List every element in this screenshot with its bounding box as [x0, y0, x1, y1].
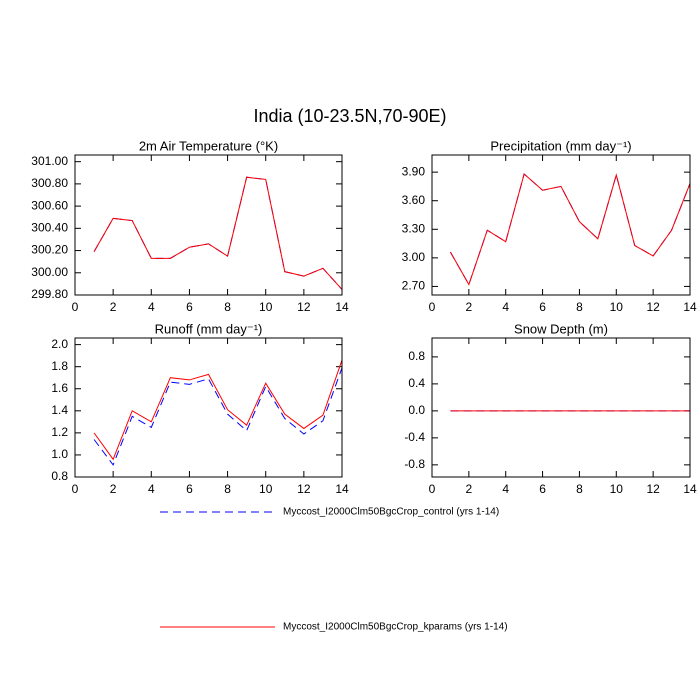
panel-title: 2m Air Temperature (°K) [139, 138, 278, 153]
x-tick-label: 0 [429, 482, 436, 496]
x-tick-label: 12 [646, 482, 660, 496]
x-tick-label: 6 [186, 482, 193, 496]
x-tick-label: 4 [502, 482, 509, 496]
x-tick-label: 10 [610, 482, 624, 496]
x-tick-label: 8 [224, 300, 231, 314]
y-tick-label: 1.0 [51, 447, 68, 461]
y-tick-label: 0.8 [51, 469, 68, 483]
y-tick-label: 3.90 [402, 164, 426, 178]
panel-title: Runoff (mm day⁻¹) [155, 321, 263, 336]
y-tick-label: 3.00 [402, 250, 426, 264]
y-tick-label: -0.4 [404, 430, 425, 444]
y-tick-label: 300.40 [31, 221, 68, 235]
plot-frame [74, 337, 343, 478]
x-tick-label: 6 [186, 300, 193, 314]
y-tick-label: 300.60 [31, 198, 68, 212]
x-tick-label: 14 [683, 482, 697, 496]
x-tick-label: 8 [224, 482, 231, 496]
y-tick-label: 2.0 [51, 337, 68, 351]
data-line [449, 173, 691, 286]
x-tick-label: 14 [335, 300, 349, 314]
y-tick-label: 3.60 [402, 193, 426, 207]
x-tick-label: 0 [72, 482, 79, 496]
x-tick-label: 2 [466, 300, 473, 314]
figure-title: India (10-23.5N,70-90E) [253, 106, 446, 126]
x-tick-label: 6 [539, 482, 546, 496]
data-line [93, 176, 343, 290]
data-line [93, 367, 343, 466]
y-tick-label: -0.8 [404, 457, 425, 471]
plot-frame [431, 337, 691, 478]
y-tick-label: 1.8 [51, 359, 68, 373]
x-tick-label: 2 [466, 482, 473, 496]
y-tick-label: 0.0 [408, 403, 425, 417]
x-tick-label: 0 [429, 300, 436, 314]
x-tick-label: 12 [646, 300, 660, 314]
x-tick-label: 8 [576, 300, 583, 314]
y-tick-label: 1.4 [51, 403, 68, 417]
y-tick-label: 299.80 [31, 287, 68, 301]
x-tick-label: 4 [148, 482, 155, 496]
y-tick-label: 1.2 [51, 425, 68, 439]
plot-frame [431, 154, 691, 296]
y-tick-label: 2.70 [402, 279, 426, 293]
x-tick-label: 10 [259, 300, 273, 314]
data-line [93, 176, 343, 290]
x-tick-label: 0 [72, 300, 79, 314]
y-tick-label: 301.00 [31, 154, 68, 168]
y-tick-label: 0.4 [408, 376, 425, 390]
panel-title: Snow Depth (m) [514, 321, 608, 336]
x-tick-label: 12 [297, 300, 311, 314]
x-tick-label: 12 [297, 482, 311, 496]
y-tick-label: 1.6 [51, 381, 68, 395]
x-tick-label: 4 [502, 300, 509, 314]
legend-label: Myccost_I2000Clm50BgcCrop_kparams (yrs 1… [283, 622, 508, 633]
data-line [449, 173, 691, 286]
x-tick-label: 10 [259, 482, 273, 496]
x-tick-label: 6 [539, 300, 546, 314]
panel-title: Precipitation (mm day⁻¹) [490, 138, 631, 153]
data-line [93, 359, 343, 461]
plot-frame [74, 154, 343, 296]
y-tick-label: 300.00 [31, 265, 68, 279]
y-tick-label: 300.20 [31, 243, 68, 257]
y-tick-label: 300.80 [31, 176, 68, 190]
y-tick-label: 0.8 [408, 349, 425, 363]
y-tick-label: 3.30 [402, 221, 426, 235]
legend-label: Myccost_I2000Clm50BgcCrop_control (yrs 1… [283, 507, 499, 518]
x-tick-label: 14 [335, 482, 349, 496]
x-tick-label: 10 [610, 300, 624, 314]
x-tick-label: 14 [683, 300, 697, 314]
x-tick-label: 4 [148, 300, 155, 314]
x-tick-label: 2 [110, 482, 117, 496]
x-tick-label: 8 [576, 482, 583, 496]
x-tick-label: 2 [110, 300, 117, 314]
